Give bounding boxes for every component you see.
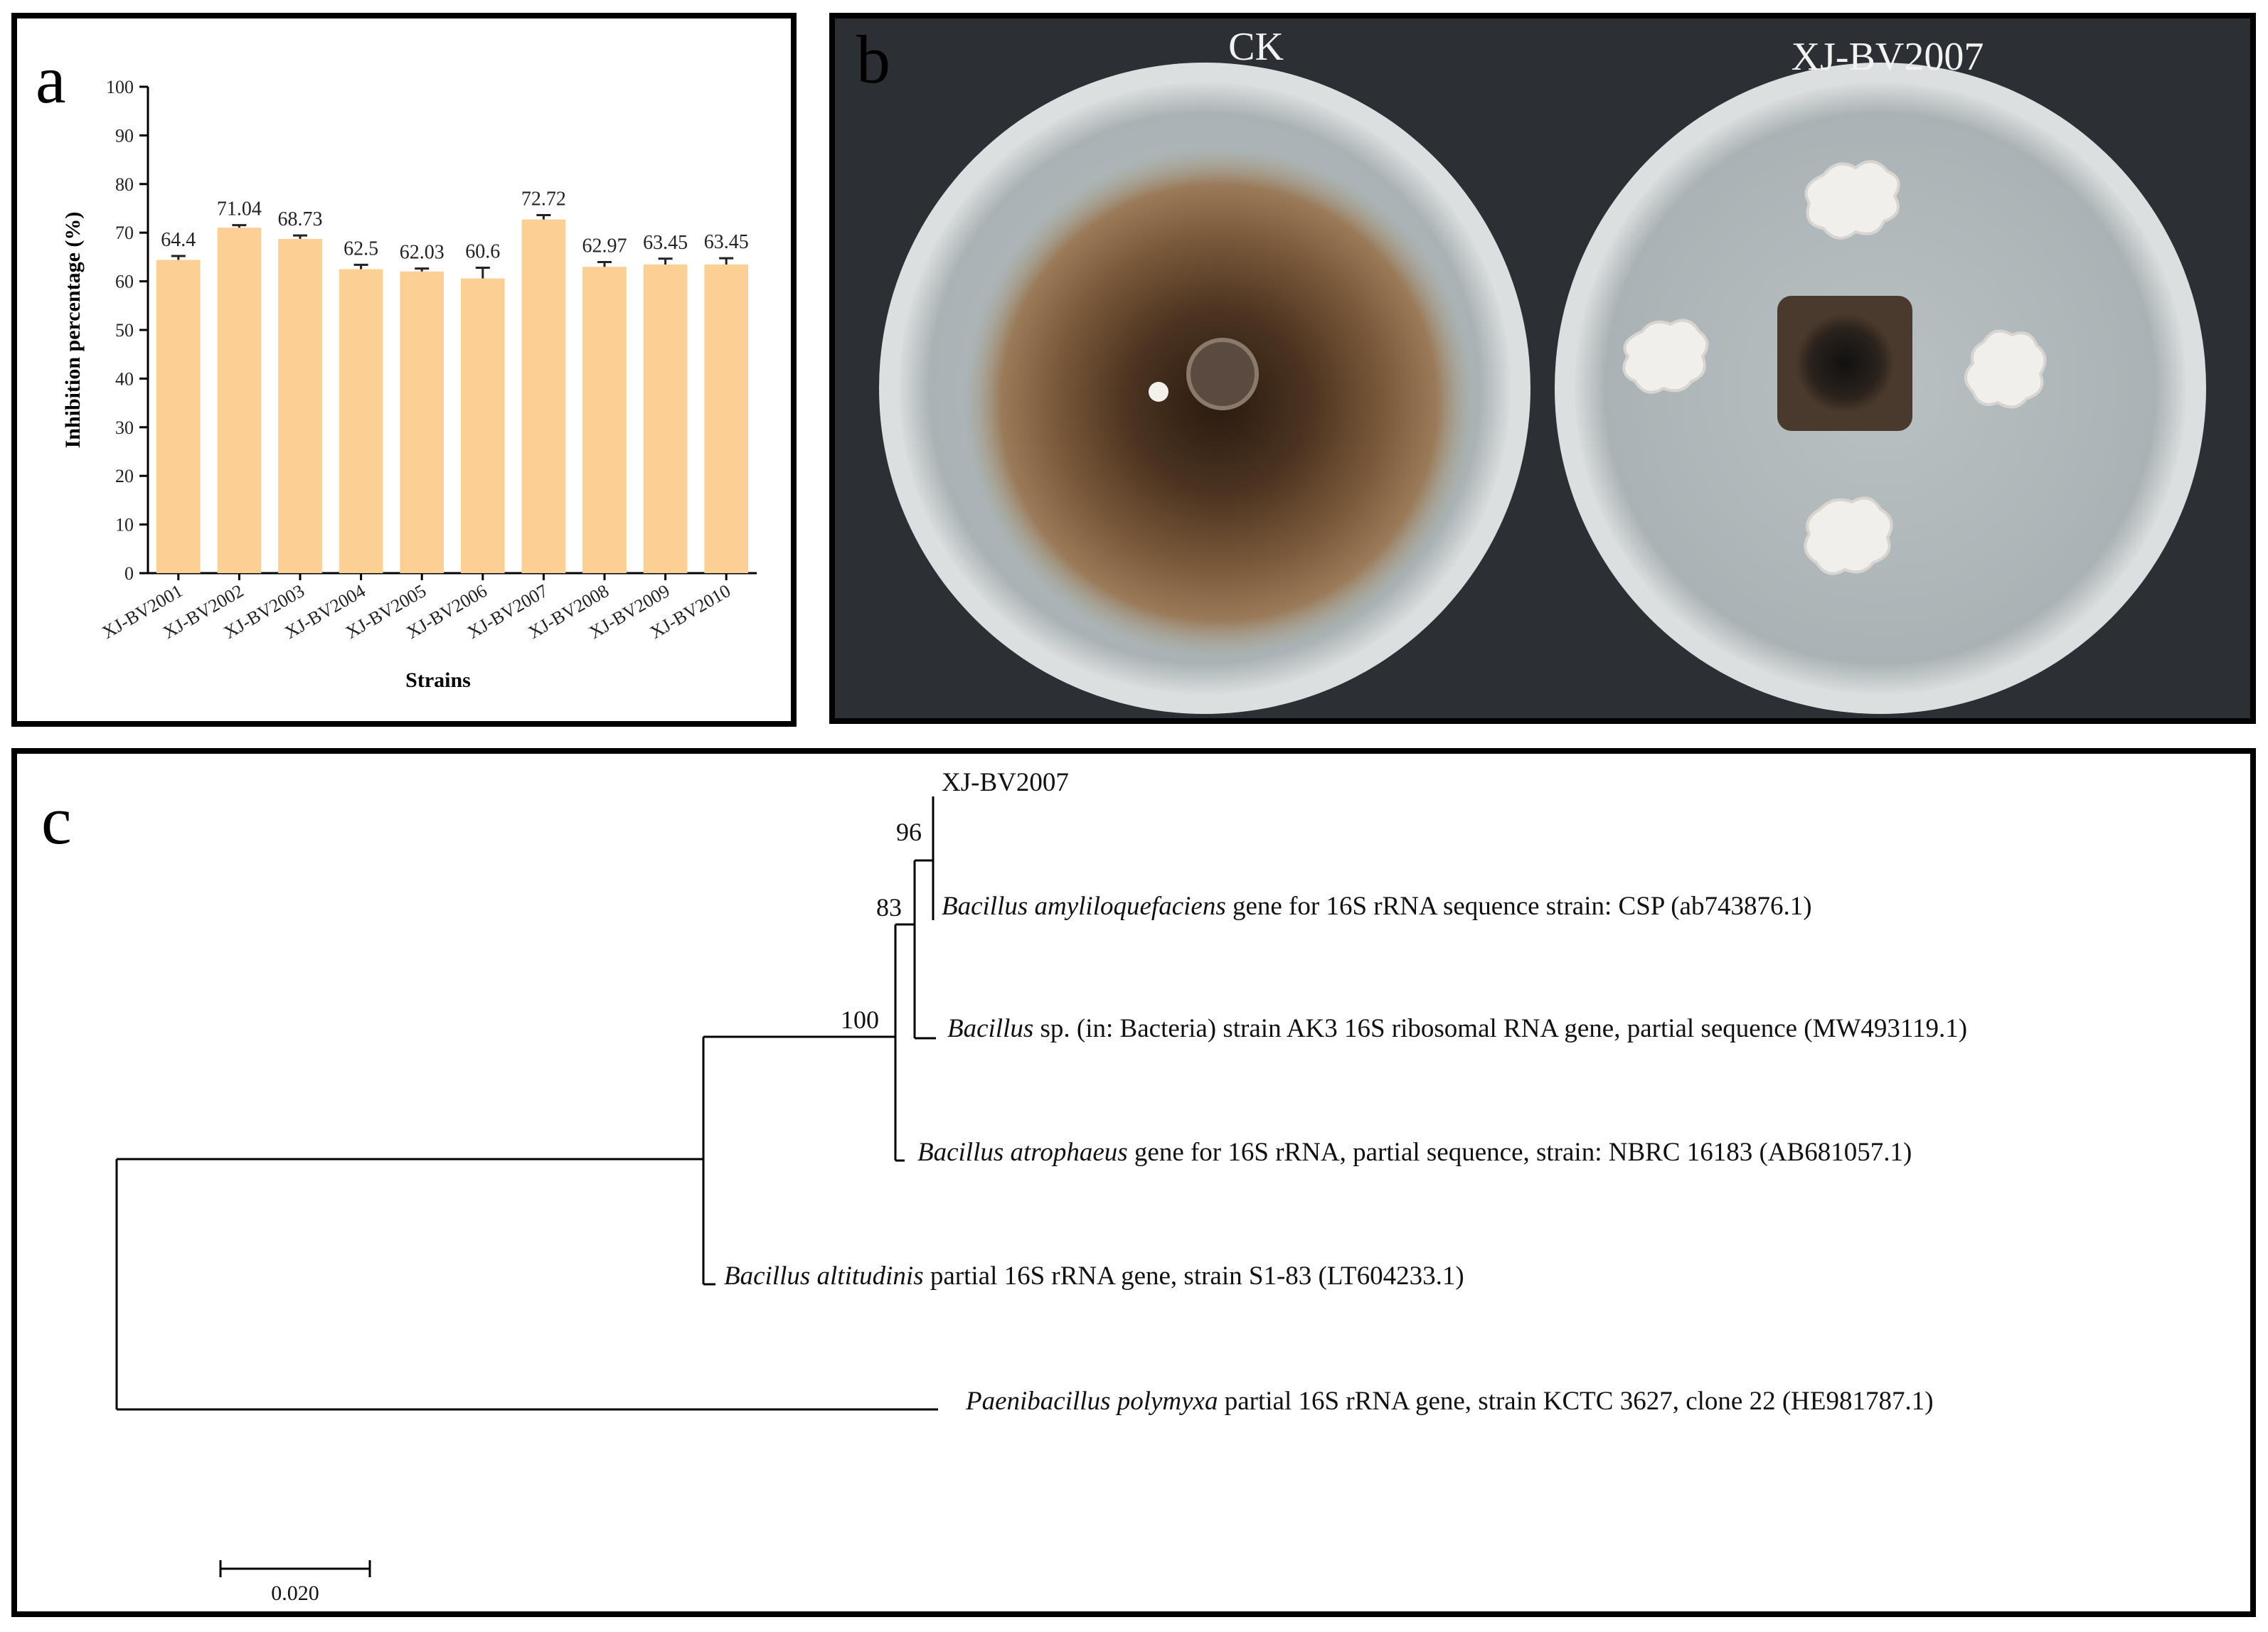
bacterial-colony-right <box>1964 329 2047 409</box>
data-label: 60.6 <box>465 240 500 262</box>
y-tick-label: 10 <box>115 515 134 535</box>
error-bar <box>475 266 490 279</box>
treated-plate <box>1555 63 2206 714</box>
bootstrap-100: 100 <box>841 1006 879 1034</box>
panel-letter-a: a <box>36 41 66 117</box>
petri-dish-photo: b CK XJ-BV2007 <box>835 18 2250 718</box>
data-label: 68.73 <box>278 208 323 230</box>
error-bar <box>232 224 247 228</box>
data-label: 71.04 <box>217 198 262 220</box>
data-label: 62.03 <box>400 242 444 264</box>
bar <box>643 265 688 573</box>
y-tick-label: 20 <box>115 466 134 486</box>
bootstrap-96: 96 <box>896 818 922 846</box>
taxon-paenibacillus-polymyxa: Paenibacillus polymyxa partial 16S rRNA … <box>965 1387 1934 1416</box>
ck-inoculum-plug <box>1186 338 1259 410</box>
bar <box>156 260 201 573</box>
y-tick-label: 100 <box>106 77 134 97</box>
bar <box>460 278 505 573</box>
y-axis-title: Inhibition percentage (%) <box>61 212 85 449</box>
scale-bar-label: 0.020 <box>271 1582 319 1605</box>
panel-b-petri-photo: b CK XJ-BV2007 <box>829 13 2256 724</box>
y-tick-label: 90 <box>115 125 134 146</box>
ck-plate <box>879 63 1530 714</box>
data-label: 63.45 <box>704 231 749 253</box>
taxon-bacillus-altitudinis: Bacillus altitudinis partial 16S rRNA ge… <box>724 1262 1464 1291</box>
bar <box>400 271 444 573</box>
bar <box>217 228 262 573</box>
error-bar <box>293 234 307 239</box>
error-bar <box>415 267 430 272</box>
y-tick-label: 0 <box>124 563 134 584</box>
scale-bar: 0.020 <box>219 1560 371 1605</box>
x-axis-title: Strains <box>405 668 471 692</box>
y-tick-label: 30 <box>115 417 134 438</box>
data-label: 63.45 <box>643 232 688 254</box>
xj-bv2007-label: XJ-BV2007 <box>1791 35 1984 79</box>
taxon-bacillus-sp: Bacillus sp. (in: Bacteria) strain AK3 1… <box>947 1014 1967 1043</box>
data-label: 72.72 <box>521 188 566 210</box>
bar <box>521 219 566 573</box>
y-tick-label: 70 <box>115 223 134 243</box>
bar <box>278 238 322 573</box>
bar <box>339 269 383 573</box>
error-bar <box>719 257 734 265</box>
y-tick-label: 40 <box>115 368 134 389</box>
pathogen-colony-core <box>1795 314 1895 413</box>
bacterial-colony-bottom <box>1804 496 1893 575</box>
error-bar <box>171 255 186 260</box>
bacterial-colony-top <box>1804 160 1900 240</box>
y-tick-label: 80 <box>115 174 134 195</box>
taxon-bacillus-amyloliquefaciens: Bacillus amyliloquefaciens gene for 16S … <box>942 892 1812 921</box>
taxon-xj-bv2007: XJ-BV2007 <box>942 768 1069 797</box>
error-bar <box>536 213 551 220</box>
data-label: 62.5 <box>344 238 378 260</box>
error-bar <box>658 257 673 265</box>
panel-letter-b: b <box>856 21 890 97</box>
bacterial-colony-left <box>1622 319 1709 394</box>
error-bar <box>597 260 612 267</box>
data-label: 64.4 <box>161 229 196 251</box>
ck-small-spot <box>1149 382 1168 402</box>
panel-letter-c: c <box>41 782 72 858</box>
phylogenetic-tree: c 96 83 100 XJ-BV2007 Bacillus amyliloqu… <box>41 768 1967 1605</box>
taxon-bacillus-atrophaeus: Bacillus atrophaeus gene for 16S rRNA, p… <box>917 1138 1912 1167</box>
ck-label: CK <box>1228 25 1284 69</box>
bar <box>704 265 749 573</box>
panel-c-phylogenetic-tree: c 96 83 100 XJ-BV2007 Bacillus amyliloqu… <box>11 748 2256 1617</box>
bar <box>582 267 627 573</box>
panel-a-bar-chart: a 0 10 20 30 40 50 60 70 80 90 100 64.4 XJ-BV2001 71.… <box>11 13 797 727</box>
error-bar <box>353 263 368 270</box>
inhibition-bar-chart: a 010203040506070809010064.4XJ-BV200171.… <box>36 41 757 692</box>
bootstrap-83: 83 <box>876 893 902 922</box>
tree-branches <box>115 796 938 1411</box>
data-label: 62.97 <box>582 235 627 257</box>
y-tick-label: 60 <box>115 272 134 292</box>
y-tick-label: 50 <box>115 320 134 341</box>
